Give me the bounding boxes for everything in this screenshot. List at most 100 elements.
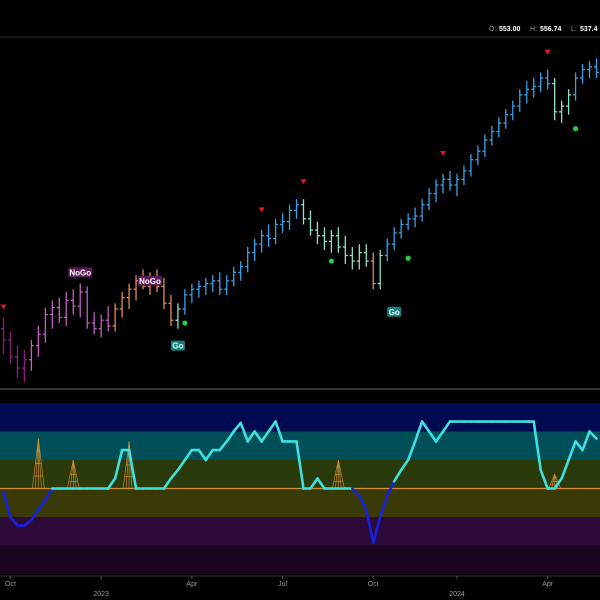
price-bar bbox=[447, 170, 453, 191]
osc-segment bbox=[378, 494, 389, 519]
osc-segment bbox=[385, 480, 396, 497]
price-bar bbox=[91, 311, 97, 335]
osc-band bbox=[0, 431, 600, 460]
x-tick-month: Oct bbox=[5, 581, 16, 588]
osc-segment bbox=[267, 420, 277, 433]
osc-segment bbox=[399, 458, 410, 472]
go-label: Go bbox=[387, 306, 402, 317]
price-bar bbox=[370, 252, 376, 290]
osc-segment bbox=[169, 468, 180, 480]
price-bar bbox=[587, 61, 593, 79]
price-bar bbox=[238, 261, 244, 281]
price-bar bbox=[280, 213, 286, 233]
price-bar bbox=[70, 289, 76, 315]
ohlc-open-value: 553.00 bbox=[499, 26, 521, 33]
osc-segment bbox=[441, 420, 452, 433]
price-bar bbox=[342, 235, 348, 264]
price-bar bbox=[356, 244, 362, 270]
go-dot bbox=[328, 258, 334, 264]
price-bar bbox=[98, 314, 104, 338]
signal-text: NoGo bbox=[139, 277, 161, 286]
osc-segment bbox=[246, 430, 256, 443]
price-bar bbox=[126, 283, 132, 309]
osc-segment bbox=[351, 487, 361, 497]
x-tick: Oct bbox=[368, 576, 379, 588]
go-label: Go bbox=[170, 340, 185, 351]
price-bar bbox=[328, 230, 334, 253]
ohlc-readout: O: 553.00 H: 556.74 L: 537.4 bbox=[489, 26, 598, 33]
price-bar bbox=[300, 199, 306, 225]
price-pane[interactable]: NoGo NoGo Go Go bbox=[0, 49, 600, 383]
price-bar bbox=[503, 109, 509, 129]
osc-segment bbox=[574, 440, 584, 452]
signal-text: NoGo bbox=[69, 268, 91, 277]
osc-segment bbox=[176, 458, 187, 472]
price-bar bbox=[245, 247, 251, 273]
price-bar bbox=[384, 238, 390, 262]
osc-band bbox=[0, 403, 600, 432]
osc-segment bbox=[274, 420, 284, 443]
price-bar bbox=[489, 125, 495, 146]
osc-segment bbox=[434, 430, 445, 443]
osc-segment bbox=[30, 508, 40, 522]
osc-segment bbox=[183, 448, 194, 462]
osc-segment bbox=[113, 448, 124, 480]
osc-segment bbox=[204, 448, 215, 462]
price-bar bbox=[84, 286, 90, 329]
price-bar bbox=[321, 227, 327, 250]
osc-segment bbox=[260, 430, 270, 443]
price-bar bbox=[266, 224, 272, 247]
osc-segment bbox=[567, 440, 577, 462]
price-bar bbox=[559, 100, 565, 124]
osc-segment bbox=[162, 477, 173, 490]
osc-segment bbox=[553, 477, 563, 490]
price-bar bbox=[580, 63, 586, 84]
top-marker bbox=[544, 49, 551, 55]
price-bar bbox=[196, 280, 202, 298]
osc-segment bbox=[239, 421, 249, 443]
go-dot bbox=[182, 320, 188, 326]
price-bar bbox=[335, 227, 341, 253]
price-bar bbox=[231, 266, 237, 287]
price-bar bbox=[49, 300, 55, 329]
price-bar bbox=[35, 325, 41, 357]
price-bar bbox=[314, 221, 320, 245]
price-bar bbox=[363, 244, 369, 267]
osc-band bbox=[0, 517, 600, 546]
osc-segment bbox=[588, 430, 598, 440]
ohlc-high-value: 556.74 bbox=[540, 26, 562, 33]
osc-spike bbox=[66, 459, 80, 489]
signal-text: Go bbox=[389, 308, 400, 317]
ohlc-low-label: L: bbox=[571, 26, 577, 33]
oscillator-pane[interactable] bbox=[0, 403, 600, 574]
osc-segment bbox=[197, 448, 208, 462]
price-bar bbox=[440, 173, 446, 194]
osc-segment bbox=[316, 477, 326, 490]
price-bar bbox=[182, 289, 188, 315]
price-bar bbox=[112, 303, 118, 332]
x-tick-year: 2024 bbox=[449, 591, 465, 598]
price-bar bbox=[189, 283, 195, 304]
price-bar bbox=[545, 69, 551, 90]
price-bar bbox=[510, 100, 516, 121]
price-bar bbox=[273, 218, 279, 245]
price-bar bbox=[349, 247, 355, 270]
x-tick-year: 2023 bbox=[93, 591, 109, 598]
price-bar bbox=[175, 303, 181, 329]
osc-segment bbox=[406, 440, 417, 462]
osc-spike bbox=[32, 438, 45, 489]
x-tick-month: Jul bbox=[278, 581, 287, 588]
osc-segment bbox=[581, 430, 591, 452]
price-bar bbox=[517, 89, 523, 112]
osc-segment bbox=[364, 508, 375, 544]
osc-segment bbox=[413, 420, 424, 443]
osc-segment bbox=[371, 515, 382, 544]
price-bar bbox=[21, 349, 27, 383]
price-bar bbox=[566, 89, 572, 115]
price-bar bbox=[307, 210, 313, 236]
osc-segment bbox=[2, 491, 12, 519]
nogo-label: NoGo bbox=[138, 275, 162, 286]
top-marker bbox=[440, 151, 447, 157]
osc-segment bbox=[23, 518, 33, 527]
signal-text: Go bbox=[172, 342, 183, 351]
